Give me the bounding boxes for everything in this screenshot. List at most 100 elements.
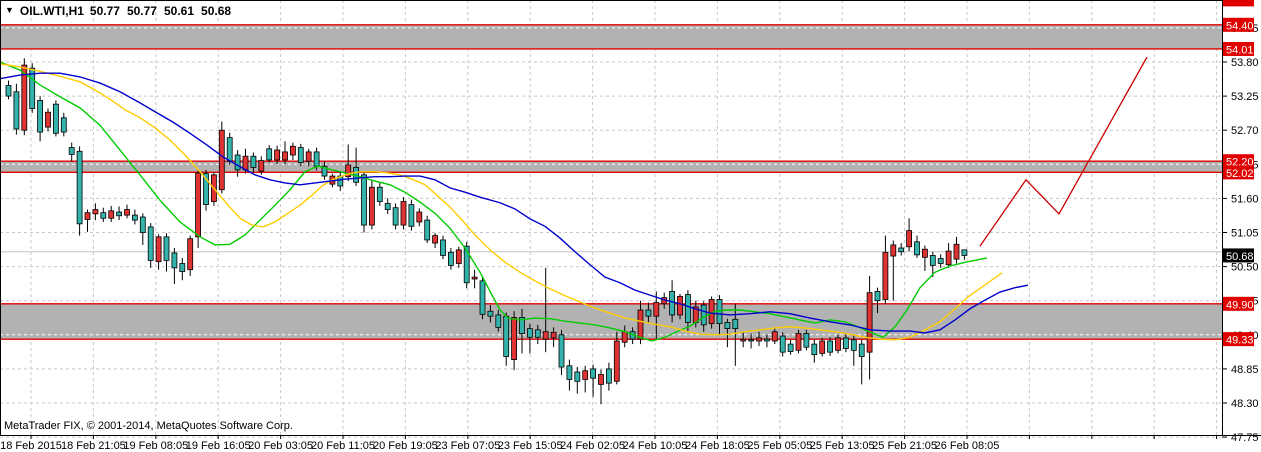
candle: [685, 290, 691, 332]
candle-body: [53, 103, 59, 134]
candle-body: [598, 374, 604, 385]
price-flag-label: 50.68: [1226, 251, 1254, 263]
candle: [53, 100, 59, 137]
candle-body: [740, 338, 747, 342]
time-tick-label: 18 Feb 2015: [0, 440, 62, 452]
candle-body: [558, 334, 565, 368]
time-tick-label: 23 Feb 15:05: [498, 440, 563, 452]
candle-body: [440, 239, 446, 256]
candle-body: [171, 252, 178, 269]
time-tick-label: 24 Feb 18:05: [685, 440, 750, 452]
candle-body: [574, 371, 581, 382]
candle: [764, 334, 770, 348]
candle: [613, 331, 620, 385]
candle-body: [455, 249, 462, 264]
candle: [321, 161, 328, 180]
candle-body: [890, 244, 897, 257]
candle-body: [124, 209, 130, 216]
candle: [45, 108, 51, 132]
candle: [408, 199, 415, 231]
one-click-trading-arrow-icon[interactable]: ▼: [5, 5, 14, 15]
candle-body: [724, 321, 731, 329]
candle-body: [613, 340, 620, 382]
candle: [68, 142, 75, 162]
candle-body: [100, 212, 107, 219]
candle-body: [266, 148, 273, 161]
candle-body: [13, 91, 20, 130]
candle-body: [519, 317, 525, 334]
candle: [37, 96, 43, 142]
candle-body: [45, 111, 51, 128]
candle-body: [582, 370, 589, 380]
candle-body: [179, 263, 186, 272]
candle: [345, 144, 352, 182]
candle-body: [384, 202, 391, 210]
candle: [234, 150, 241, 177]
candle-body: [953, 243, 960, 260]
candle: [187, 235, 194, 276]
candle-body: [827, 340, 833, 353]
candle-body: [811, 343, 818, 356]
candle: [874, 287, 881, 314]
candle-body: [92, 209, 99, 215]
candle: [131, 209, 138, 225]
candle: [424, 215, 431, 244]
price-tick-label: 51.05: [1231, 228, 1259, 240]
candle: [139, 213, 146, 245]
candle-body: [424, 219, 431, 241]
candle: [795, 329, 802, 354]
candle-body: [843, 337, 849, 349]
open-value: 50.77: [89, 4, 120, 18]
candle-body: [479, 280, 486, 315]
candle-body: [471, 276, 478, 280]
candle-body: [258, 160, 265, 172]
candle-body: [408, 204, 415, 227]
candle-body: [108, 210, 115, 219]
price-axis[interactable]: 54.3553.8053.2552.7052.1551.6051.0550.50…: [1222, 0, 1259, 444]
candle-body: [163, 236, 170, 261]
candle: [5, 80, 12, 100]
time-tick-label: 23 Feb 07:05: [435, 440, 500, 452]
candle-body: [527, 328, 533, 338]
candle: [550, 327, 557, 348]
candle: [266, 145, 273, 163]
candle: [155, 234, 162, 270]
candle-body: [542, 331, 549, 340]
candle-body: [195, 172, 202, 238]
candle: [677, 293, 683, 320]
price-flag-label: 54.40: [1226, 20, 1254, 32]
candle-body: [961, 249, 968, 256]
candle: [866, 275, 873, 380]
candle-body: [29, 67, 36, 109]
candle-body: [906, 230, 912, 248]
price-tick-label: 50.50: [1231, 262, 1259, 274]
grid-layer: [0, 0, 1222, 438]
candle-body: [898, 247, 905, 253]
candle: [171, 248, 178, 284]
price-flag-label: 52.02: [1226, 168, 1254, 180]
candle: [914, 235, 920, 258]
candle-body: [914, 241, 920, 256]
candle: [835, 334, 841, 354]
candle-body: [637, 309, 644, 340]
candle: [756, 331, 762, 346]
price-flag-50.68: [1223, 248, 1254, 263]
candle-body: [313, 151, 320, 167]
candle: [258, 156, 265, 175]
candle: [771, 328, 778, 345]
price-flag-49.90: [1223, 296, 1254, 311]
candle: [274, 145, 281, 165]
time-tick-label: 20 Feb 03:05: [248, 440, 313, 452]
candle: [471, 269, 478, 289]
candle: [13, 83, 20, 135]
candle: [558, 329, 565, 376]
candle: [858, 339, 865, 385]
candle-body: [392, 207, 399, 226]
candle-body: [187, 238, 194, 271]
candle: [163, 233, 170, 272]
time-tick-label: 20 Feb 11:05: [311, 440, 375, 452]
price-tick-label: 48.30: [1231, 398, 1259, 410]
